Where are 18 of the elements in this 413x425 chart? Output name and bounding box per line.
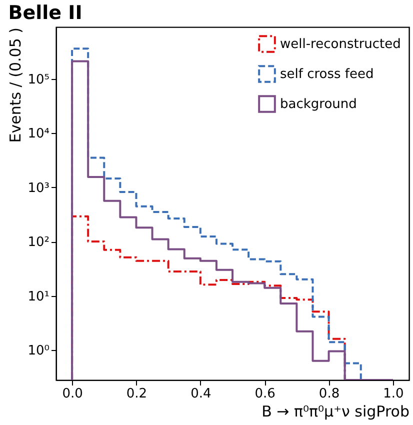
y-tick-label: 10²	[28, 235, 50, 250]
legend-label: background	[280, 97, 357, 112]
chart-title: Belle II	[8, 2, 82, 24]
x-axis-title: B → π⁰π⁰μ⁺ν sigProb	[262, 402, 410, 420]
x-tick-label: 0.4	[190, 386, 212, 402]
x-tick-label: 0.2	[126, 386, 148, 402]
legend-label: self cross feed	[280, 67, 374, 82]
x-tick-label: 1.0	[383, 386, 404, 402]
legend-label: well-reconstructed	[280, 37, 401, 52]
y-tick-label: 10⁰	[28, 344, 50, 359]
y-tick-label: 10³	[28, 180, 50, 196]
y-tick-label: 10⁴	[28, 126, 50, 142]
y-tick-label: 10¹	[28, 289, 50, 304]
x-tick-label: 0.0	[62, 386, 83, 402]
x-tick-label: 0.8	[318, 386, 340, 402]
x-tick-label: 0.6	[254, 386, 276, 402]
y-tick-label: 10⁵	[28, 72, 50, 88]
y-axis-title: Events / (0.05 )	[6, 28, 25, 143]
